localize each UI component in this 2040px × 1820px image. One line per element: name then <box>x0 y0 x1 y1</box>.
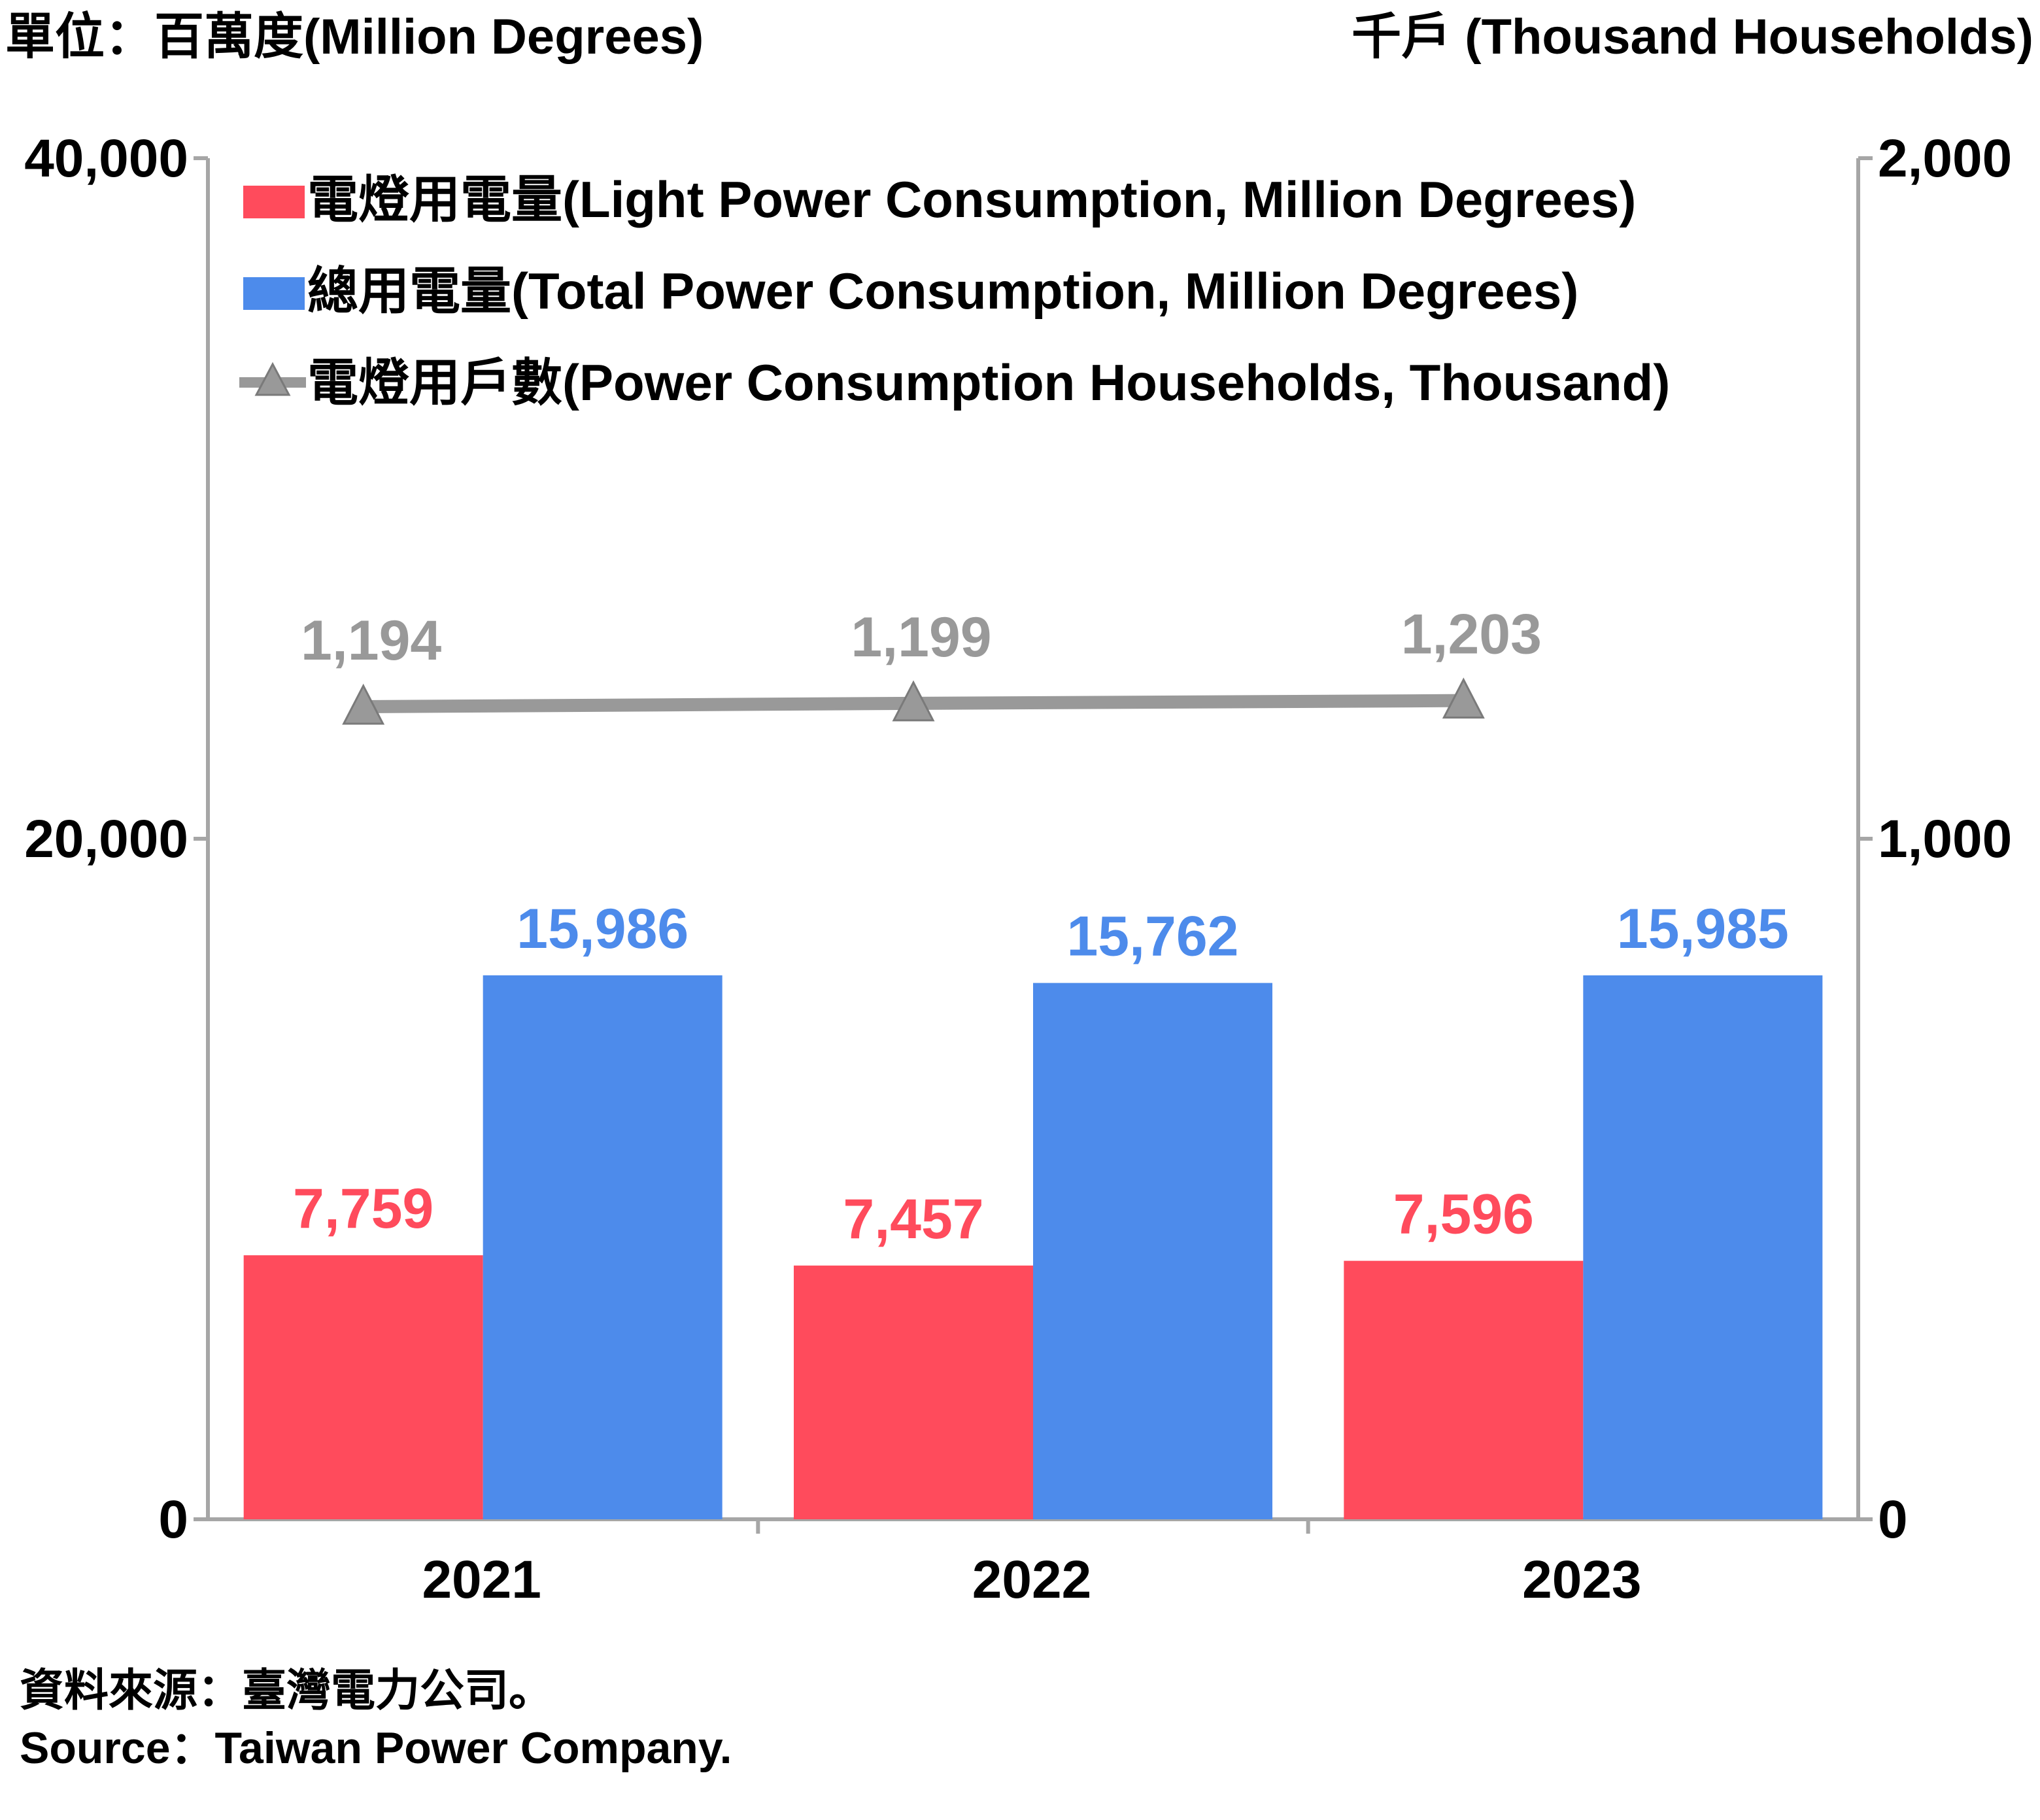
point-households <box>1442 677 1485 719</box>
data-label-total: 15,985 <box>1617 898 1789 960</box>
right-axis-unit: 千戶 (Thousand Households) <box>1352 9 2033 65</box>
data-label-light: 7,596 <box>1393 1183 1534 1246</box>
data-label-light: 7,457 <box>843 1188 983 1251</box>
point-households <box>892 680 935 722</box>
legend: 電燈用電量(Light Power Consumption, Million D… <box>239 171 1670 411</box>
point-households <box>342 683 385 725</box>
data-label-households: 1,194 <box>301 609 441 672</box>
legend-label-light: 電燈用電量(Light Power Consumption, Million D… <box>307 171 1636 228</box>
x-tick-label: 2023 <box>1522 1550 1641 1609</box>
bar-total <box>1033 983 1272 1519</box>
x-tick-label: 2021 <box>422 1550 541 1609</box>
legend-marker-households <box>254 362 291 396</box>
bar-light <box>1344 1260 1584 1519</box>
data-label-light: 7,759 <box>293 1177 434 1240</box>
left-tick-label: 20,000 <box>24 809 188 869</box>
bar-total <box>483 975 722 1519</box>
right-tick-label: 0 <box>1878 1490 1908 1549</box>
left-axis-unit: 單位：百萬度(Million Degrees) <box>5 9 704 65</box>
left-tick-label: 0 <box>158 1490 188 1549</box>
right-tick-label: 1,000 <box>1878 809 2012 869</box>
data-label-households: 1,199 <box>851 606 991 669</box>
data-label-total: 15,986 <box>517 898 688 960</box>
legend-label-total: 總用電量(Total Power Consumption, Million De… <box>307 262 1578 320</box>
left-tick-label: 40,000 <box>24 129 188 188</box>
legend-swatch-total <box>243 277 305 310</box>
right-tick-label: 2,000 <box>1878 129 2012 188</box>
plot-area: 0 20,000 40,000 0 1,000 2,000 2021 2022 2023 7,75… <box>24 129 2012 1609</box>
source-en: Source：Taiwan Power Company. <box>20 1723 732 1773</box>
bar-light <box>243 1255 483 1519</box>
legend-label-households: 電燈用戶數(Power Consumption Households, Thou… <box>307 354 1670 411</box>
data-label-total: 15,762 <box>1066 905 1238 968</box>
bar-light <box>794 1265 1033 1519</box>
legend-swatch-light <box>243 186 305 218</box>
x-tick-label: 2022 <box>972 1550 1091 1609</box>
source-zh: 資料來源：臺灣電力公司。 <box>20 1666 554 1715</box>
data-label-households: 1,203 <box>1401 603 1542 666</box>
bar-total <box>1583 975 1823 1519</box>
